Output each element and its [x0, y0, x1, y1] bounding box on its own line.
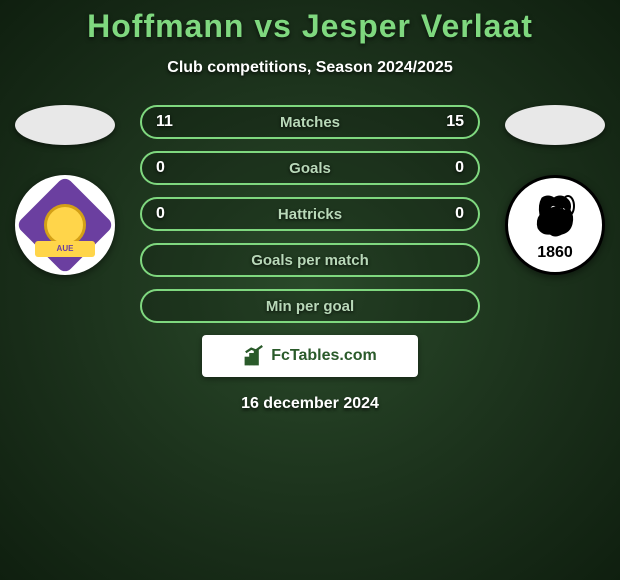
left-club-badge-banner: AUE — [35, 241, 95, 257]
stat-right-value: 0 — [434, 205, 464, 223]
left-club-badge: AUE — [15, 175, 115, 275]
stat-row-matches: 11 Matches 15 — [140, 105, 480, 139]
lion-icon — [530, 190, 580, 240]
right-club-year: 1860 — [537, 244, 573, 262]
brand-text: FcTables.com — [271, 347, 377, 365]
stat-row-goals: 0 Goals 0 — [140, 151, 480, 185]
page-title: Hoffmann vs Jesper Verlaat — [0, 0, 620, 45]
stat-left-value: 0 — [156, 205, 186, 223]
left-player-photo — [15, 105, 115, 145]
stat-right-value: 15 — [434, 113, 464, 131]
stat-label: Hattricks — [278, 206, 342, 223]
right-player-photo — [505, 105, 605, 145]
right-club-badge: 1860 — [505, 175, 605, 275]
stat-row-hattricks: 0 Hattricks 0 — [140, 197, 480, 231]
stat-label: Goals — [289, 160, 331, 177]
left-player-column: AUE — [10, 105, 120, 275]
right-player-column: 1860 — [500, 105, 610, 275]
brand-badge[interactable]: FcTables.com — [202, 335, 418, 377]
date-text: 16 december 2024 — [140, 395, 480, 413]
stat-label: Matches — [280, 114, 340, 131]
stat-left-value: 11 — [156, 113, 186, 131]
left-club-badge-diamond — [16, 176, 115, 275]
stats-table: 11 Matches 15 0 Goals 0 0 Hattricks 0 Go… — [140, 105, 480, 413]
stat-label: Goals per match — [251, 252, 369, 269]
chart-icon — [243, 345, 265, 367]
stat-right-value: 0 — [434, 159, 464, 177]
stat-label: Min per goal — [266, 298, 354, 315]
stat-left-value: 0 — [156, 159, 186, 177]
subtitle: Club competitions, Season 2024/2025 — [0, 59, 620, 77]
stat-row-goals-per-match: Goals per match — [140, 243, 480, 277]
comparison-content: AUE 11 Matches 15 0 Goals 0 0 Hattricks … — [0, 105, 620, 413]
stat-row-min-per-goal: Min per goal — [140, 289, 480, 323]
